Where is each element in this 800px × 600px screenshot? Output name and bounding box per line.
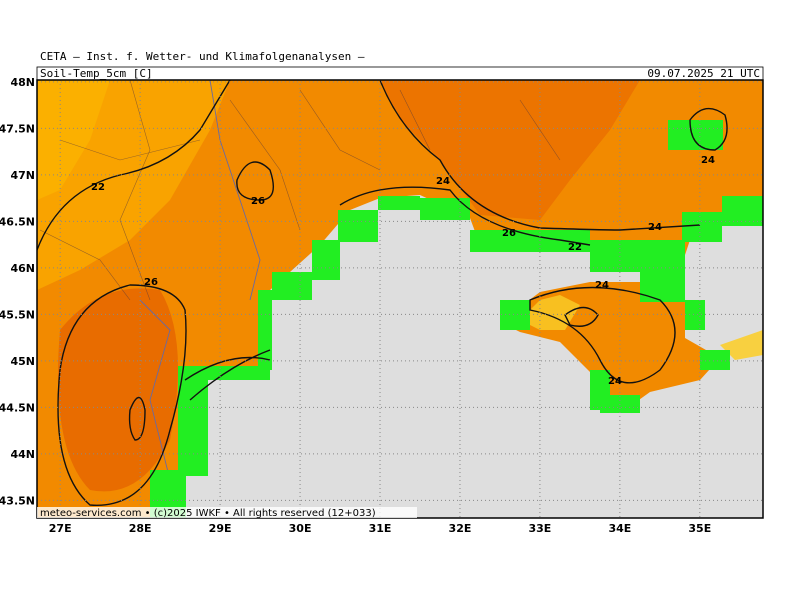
footer: meteo-services.com • (c)2025 IWKF • All …	[40, 508, 376, 519]
lat-tick-label: 47N	[10, 169, 35, 182]
contour-label: 24	[595, 280, 609, 291]
map-area: 22 26 26 24 26 22 24 24 24 24 meteo-services.com …	[36, 79, 764, 519]
lon-tick-label: 27E	[49, 522, 72, 535]
field-name: Soil-Temp_5cm [C]	[40, 67, 153, 80]
contour-label: 22	[568, 242, 582, 253]
contours	[37, 80, 728, 506]
lat-tick-label: 45.5N	[0, 308, 35, 321]
header-title: CETA – Inst. f. Wetter- und Klimafolgena…	[40, 50, 365, 63]
lat-tick-label: 46.5N	[0, 215, 35, 228]
lon-tick-label: 29E	[209, 522, 232, 535]
rivers	[139, 80, 261, 481]
cool-spot	[720, 330, 763, 360]
lon-tick-label: 32E	[449, 522, 472, 535]
lat-tick-label: 45N	[10, 355, 35, 368]
contour-label: 24	[701, 155, 715, 166]
lat-tick-label: 48N	[10, 76, 35, 89]
lon-tick-label: 34E	[608, 522, 631, 535]
lat-tick-label: 46N	[10, 262, 35, 275]
contour-label: 26	[144, 277, 158, 288]
cool-spot	[520, 295, 580, 330]
lat-tick-label: 47.5N	[0, 122, 35, 135]
contour-label: 24	[608, 376, 622, 387]
lon-tick-label: 31E	[369, 522, 392, 535]
footer-box	[37, 507, 417, 518]
lat-tick-label: 44N	[10, 448, 35, 461]
lon-tick-label: 35E	[688, 522, 711, 535]
contour-label: 26	[502, 228, 516, 239]
valid-time: 09.07.2025 21 UTC	[647, 67, 760, 80]
contour-labels: 22 26 26 24 26 22 24 24 24 24	[91, 155, 715, 387]
contour-label: 26	[251, 196, 265, 207]
borders	[39, 80, 561, 301]
lat-tick-label: 44.5N	[0, 401, 35, 414]
lat-tick-label: 43.5N	[0, 494, 35, 507]
contour-label: 22	[91, 182, 105, 193]
lon-tick-label: 33E	[529, 522, 552, 535]
lon-tick-label: 30E	[289, 522, 312, 535]
warm-zone	[58, 288, 178, 492]
contour-label: 24	[648, 222, 662, 233]
lon-tick-label: 28E	[129, 522, 152, 535]
graticule	[37, 80, 763, 518]
contour-label: 24	[436, 176, 450, 187]
coolest-zone	[37, 80, 110, 200]
warm-zone	[380, 80, 640, 220]
